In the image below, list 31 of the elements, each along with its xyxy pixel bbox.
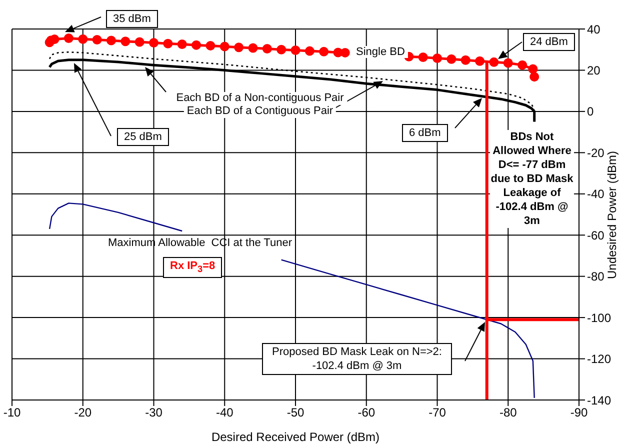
y-tick-label: -60: [587, 228, 605, 242]
y-tick-label: -80: [587, 270, 605, 284]
annotation: Rx IP$_{3}$=8: [163, 257, 222, 278]
annotation: 24 dBm: [523, 33, 575, 51]
x-tick-label: -10: [3, 406, 21, 420]
x-tick-label: -30: [145, 406, 163, 420]
annotation: 25 dBm: [117, 128, 169, 146]
series-label: Each BD of a Non-contiguous Pair: [173, 92, 347, 105]
text: Each BD of a Contiguous Pair: [184, 105, 336, 118]
y-tick-label: 0: [587, 104, 594, 119]
y-tick-label: -40: [587, 187, 605, 202]
x-tick-label: -50: [286, 406, 304, 420]
x-tick-label: -60: [358, 406, 376, 420]
y-tick-label: 40: [587, 22, 601, 36]
series-label: Single BD: [353, 46, 408, 58]
x-tick-label: -40: [216, 406, 234, 420]
y-tick-label: -120: [587, 352, 612, 366]
y-tick-label: -20: [587, 146, 605, 160]
x-axis-title: Desired Received Power (dBm): [211, 430, 380, 444]
x-tick-label: -70: [428, 406, 446, 420]
y-tick-label: -140: [587, 393, 612, 408]
annotation: BDs Not Allowed Where D<= -77 dBm due to BD Mask Leakage of -102.4 dBm @ 3m: [490, 130, 574, 228]
y-axis-title: Undesired Power (dBm): [605, 150, 619, 279]
annotation: 6 dBm: [402, 124, 448, 142]
y-tick-label: 20: [587, 63, 601, 78]
x-tick-label: -80: [499, 406, 518, 420]
x-tick-label: -90: [570, 406, 588, 420]
x-tick-label: -20: [74, 406, 92, 420]
annotation: Proposed BD Mask Leak on N=>2: -102.4 dBm @ 3m: [262, 343, 452, 375]
y-tick-label: -100: [587, 310, 612, 325]
text: 35 dBm: [106, 10, 158, 28]
